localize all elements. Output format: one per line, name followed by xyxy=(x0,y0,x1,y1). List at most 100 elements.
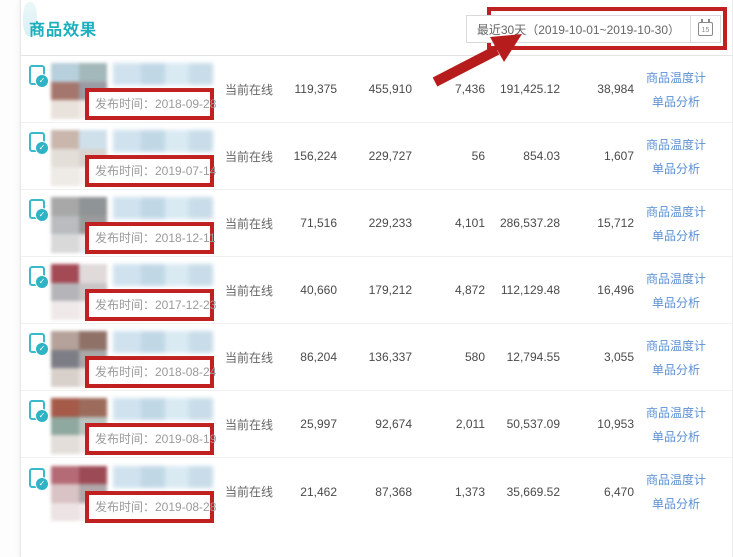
metric-value: 4,872 xyxy=(454,283,485,297)
panel-header: 商品效果 最近30天（2019-10-01~2019-10-30） 15 xyxy=(21,0,732,56)
metric-value: 10,953 xyxy=(597,417,634,431)
title-decoration xyxy=(23,2,37,36)
product-thermometer-link[interactable]: 商品温度计 xyxy=(645,271,706,286)
metric-value: 2,011 xyxy=(455,417,485,431)
single-item-analysis-link[interactable]: 单品分析 xyxy=(651,161,700,176)
table-row: 发布时间：2019-08-28 当前在线 21,462 87,368 1,373… xyxy=(21,458,732,525)
metric-value: 6,470 xyxy=(603,484,634,499)
device-check-icon xyxy=(29,467,49,491)
actions-cell: 商品温度计 单品分析 xyxy=(634,337,732,378)
table-row: 发布时间：2019-07-14 当前在线 156,224 229,727 56 … xyxy=(21,123,732,190)
status-label: 当前在线 xyxy=(225,417,274,432)
publish-date-highlight: 发布时间：2019-07-14 xyxy=(85,155,217,187)
metric-value: 86,204 xyxy=(300,350,337,364)
single-item-analysis-link[interactable]: 单品分析 xyxy=(651,362,700,377)
table-row: 发布时间：2019-08-19 当前在线 25,997 92,674 2,011… xyxy=(21,391,732,458)
metric-value: 136,337 xyxy=(368,350,412,364)
publish-date-highlight: 发布时间：2018-09-28 xyxy=(85,88,217,120)
product-thermometer-link[interactable]: 商品温度计 xyxy=(645,70,706,85)
blurred-product-title xyxy=(113,331,213,353)
publish-date: 发布时间：2018-08-24 xyxy=(95,365,217,379)
metric-value: 21,462 xyxy=(300,484,337,499)
status-label: 当前在线 xyxy=(225,485,274,499)
blurred-product-title xyxy=(113,130,213,152)
metric-value: 38,984 xyxy=(597,82,634,96)
publish-date-highlight: 发布时间：2018-08-24 xyxy=(85,356,217,388)
metric-value: 92,674 xyxy=(375,417,412,431)
actions-cell: 商品温度计 单品分析 xyxy=(634,69,732,110)
product-table: 发布时间：2018-09-28 当前在线 119,375 455,910 7,4… xyxy=(21,56,732,525)
metric-value: 12,794.55 xyxy=(506,350,560,364)
device-check-icon xyxy=(29,65,49,88)
publish-date-highlight: 发布时间：2019-08-28 xyxy=(85,490,217,523)
metric-value: 3,055 xyxy=(603,350,634,364)
metric-value: 15,712 xyxy=(597,216,634,230)
metric-value: 50,537.09 xyxy=(506,417,560,431)
product-thermometer-link[interactable]: 商品温度计 xyxy=(645,204,706,219)
blurred-product-title xyxy=(113,398,213,420)
calendar-icon: 15 xyxy=(698,19,713,36)
single-item-analysis-link[interactable]: 单品分析 xyxy=(651,295,700,310)
product-cell: 发布时间：2019-08-28 xyxy=(29,461,225,523)
product-thermometer-link[interactable]: 商品温度计 xyxy=(645,473,706,487)
metric-value: 191,425.12 xyxy=(499,82,560,96)
metric-value: 119,375 xyxy=(294,82,338,96)
product-thermometer-link[interactable]: 商品温度计 xyxy=(645,338,706,353)
status-label: 当前在线 xyxy=(225,283,274,298)
metric-value: 1,373 xyxy=(454,484,485,499)
device-check-icon xyxy=(29,132,49,155)
status-label: 当前在线 xyxy=(225,149,274,164)
single-item-analysis-link[interactable]: 单品分析 xyxy=(651,497,700,511)
actions-cell: 商品温度计 单品分析 xyxy=(634,404,732,445)
device-check-icon xyxy=(29,400,49,423)
publish-date-highlight: 发布时间：2018-12-11 xyxy=(85,222,216,254)
table-row: 发布时间：2018-09-28 当前在线 119,375 455,910 7,4… xyxy=(21,56,732,123)
publish-date-highlight: 发布时间：2019-08-19 xyxy=(85,423,217,455)
metric-value: 35,669.52 xyxy=(506,484,560,499)
metric-value: 56 xyxy=(471,149,485,163)
status-label: 当前在线 xyxy=(225,216,274,231)
publish-date: 发布时间：2019-08-28 xyxy=(95,499,217,514)
device-check-icon xyxy=(29,266,49,289)
single-item-analysis-link[interactable]: 单品分析 xyxy=(651,94,700,109)
blurred-product-title xyxy=(113,197,213,219)
metric-value: 7,436 xyxy=(454,82,485,96)
product-cell: 发布时间：2018-12-11 xyxy=(29,192,225,254)
actions-cell: 商品温度计 单品分析 xyxy=(634,203,732,244)
product-effect-panel: 商品效果 最近30天（2019-10-01~2019-10-30） 15 发布时… xyxy=(20,0,733,557)
metric-value: 156,224 xyxy=(293,149,337,163)
product-thermometer-link[interactable]: 商品温度计 xyxy=(645,405,706,420)
page-title: 商品效果 xyxy=(29,22,98,39)
table-row: 发布时间：2017-12-23 当前在线 40,660 179,212 4,87… xyxy=(21,257,732,324)
device-check-icon xyxy=(29,333,49,356)
publish-date: 发布时间：2018-09-28 xyxy=(95,97,217,111)
metric-value: 286,537.28 xyxy=(499,216,560,230)
product-cell: 发布时间：2018-09-28 xyxy=(29,58,225,120)
table-row: 发布时间：2018-12-11 当前在线 71,516 229,233 4,10… xyxy=(21,190,732,257)
metric-value: 229,233 xyxy=(368,216,412,230)
metric-value: 1,607 xyxy=(603,149,634,163)
status-label: 当前在线 xyxy=(225,350,274,365)
publish-date: 发布时间：2019-07-14 xyxy=(95,164,217,178)
status-label: 当前在线 xyxy=(225,82,274,97)
actions-cell: 商品温度计 单品分析 xyxy=(634,471,732,512)
product-thermometer-link[interactable]: 商品温度计 xyxy=(645,137,706,152)
metric-value: 580 xyxy=(464,350,485,364)
single-item-analysis-link[interactable]: 单品分析 xyxy=(651,429,700,444)
publish-date: 发布时间：2018-12-11 xyxy=(95,231,216,245)
single-item-analysis-link[interactable]: 单品分析 xyxy=(651,228,700,243)
metric-value: 455,910 xyxy=(368,82,412,96)
metric-value: 179,212 xyxy=(368,283,412,297)
metric-value: 4,101 xyxy=(454,216,485,230)
metric-value: 25,997 xyxy=(300,417,337,431)
date-range-label: 最近30天（2019-10-01~2019-10-30） xyxy=(476,22,680,37)
metric-value: 16,496 xyxy=(597,283,634,297)
product-cell: 发布时间：2017-12-23 xyxy=(29,259,225,321)
metric-value: 112,129.48 xyxy=(500,283,560,297)
calendar-button[interactable]: 15 xyxy=(690,16,720,42)
publish-date-highlight: 发布时间：2017-12-23 xyxy=(85,289,217,321)
device-check-icon xyxy=(29,199,49,222)
date-range-selector[interactable]: 最近30天（2019-10-01~2019-10-30） 15 xyxy=(465,15,721,43)
publish-date: 发布时间：2019-08-19 xyxy=(95,432,217,446)
publish-date: 发布时间：2017-12-23 xyxy=(95,298,217,312)
